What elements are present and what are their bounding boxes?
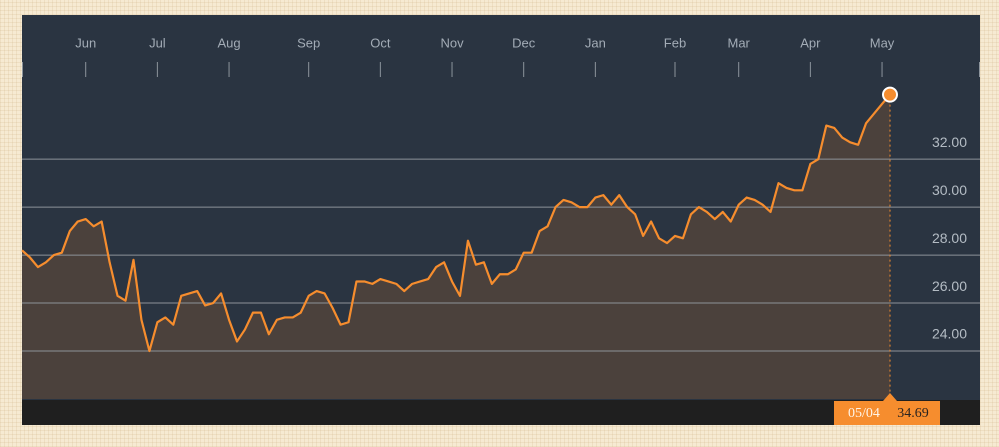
line <box>21 93 891 353</box>
x-tick-label: May <box>870 35 895 50</box>
x-tick-label: Oct <box>370 35 391 50</box>
tooltip-box <box>834 401 940 425</box>
x-tick-label: Nov <box>440 35 464 50</box>
x-tick-label: Apr <box>800 35 821 50</box>
area <box>22 94 890 399</box>
tooltip-pointer <box>883 393 897 401</box>
x-tick-label: Jan <box>585 35 606 50</box>
x-tick-label: Jul <box>149 35 166 50</box>
tooltip-value: 34.69 <box>897 406 929 421</box>
x-tick-label: Dec <box>512 35 536 50</box>
y-tick-label: 28.00 <box>932 230 967 246</box>
bottom-strip <box>22 400 980 425</box>
tooltip-date: 05/04 <box>848 406 880 421</box>
x-tick-label: Jun <box>75 35 96 50</box>
x-tick-label: Sep <box>297 35 320 50</box>
y-tick-label: 24.00 <box>932 326 967 342</box>
x-tick-label: Mar <box>728 35 751 50</box>
x-tick-label: Feb <box>664 35 686 50</box>
x-tick-label: Aug <box>217 35 240 50</box>
y-tick-label: 30.00 <box>932 182 967 198</box>
y-tick-label: 26.00 <box>932 278 967 294</box>
y-tick-label: 32.00 <box>932 134 967 150</box>
last-point <box>882 86 898 103</box>
